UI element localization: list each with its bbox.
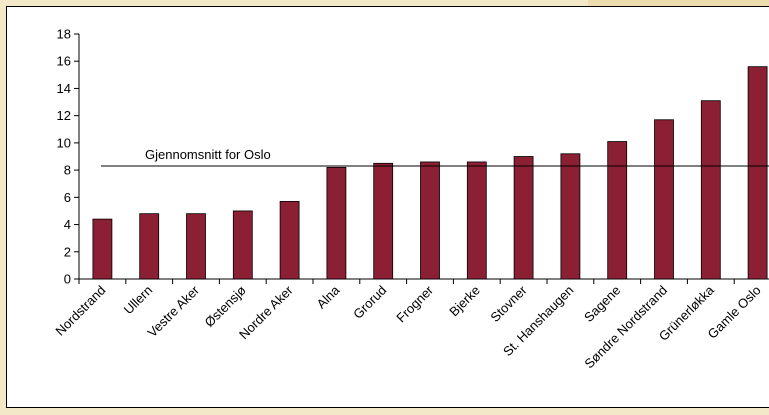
x-category-label: Sagene bbox=[581, 283, 623, 325]
y-tick-label: 18 bbox=[57, 27, 71, 42]
bar-alna bbox=[326, 166, 347, 280]
x-category-label: Bjerke bbox=[446, 283, 483, 320]
x-category-label: Stovner bbox=[487, 282, 530, 325]
x-category-label: Alna bbox=[314, 282, 344, 312]
bar--stensj- bbox=[232, 210, 253, 280]
bars bbox=[92, 66, 768, 280]
x-category-label: Østensjø bbox=[202, 282, 249, 329]
bar-bjerke bbox=[466, 161, 487, 280]
x-category-label: Nordstrand bbox=[52, 283, 108, 339]
bar-gr-nerl-kka bbox=[700, 100, 721, 280]
x-category-label: Ullern bbox=[121, 283, 156, 318]
chart-panel: 0 2 4 6 8 10 12 14 16 18 Gjennomsnitt for Oslo No… bbox=[6, 6, 769, 408]
bar-st-hanshaugen bbox=[560, 153, 581, 280]
x-category-label: Frogner bbox=[393, 282, 436, 325]
bar-frogner bbox=[420, 161, 440, 280]
bar-ullern bbox=[139, 213, 160, 280]
y-tick-label: 16 bbox=[57, 54, 71, 69]
x-category-label: Søndre Nordstrand bbox=[581, 283, 670, 372]
y-tick-label: 14 bbox=[57, 81, 71, 96]
bar-chart: 0 2 4 6 8 10 12 14 16 18 Gjennomsnitt for Oslo No… bbox=[52, 27, 769, 371]
reference-line-group: Gjennomsnitt for Oslo bbox=[101, 147, 769, 167]
average-reference-label: Gjennomsnitt for Oslo bbox=[145, 147, 271, 162]
y-tick-label: 4 bbox=[64, 217, 71, 232]
y-tick-label: 12 bbox=[57, 108, 71, 123]
x-category-label: Grorud bbox=[350, 283, 389, 322]
bar-gamle-oslo bbox=[747, 66, 768, 280]
bar-nordre-aker bbox=[279, 201, 300, 280]
bar-nordstrand bbox=[92, 218, 113, 280]
bar-s-ndre-nordstrand bbox=[654, 119, 674, 280]
x-category-label: Vestre Aker bbox=[145, 282, 203, 340]
bar-grorud bbox=[373, 162, 394, 280]
y-tick-label: 10 bbox=[57, 135, 71, 150]
bar-vestre-aker bbox=[186, 213, 206, 280]
y-tick-label: 2 bbox=[64, 244, 71, 259]
bar-stovner bbox=[513, 156, 534, 280]
bar-sagene bbox=[607, 141, 628, 280]
y-tick-label: 6 bbox=[64, 190, 71, 205]
y-tick-label: 0 bbox=[64, 272, 71, 287]
y-tick-label: 8 bbox=[64, 163, 71, 178]
